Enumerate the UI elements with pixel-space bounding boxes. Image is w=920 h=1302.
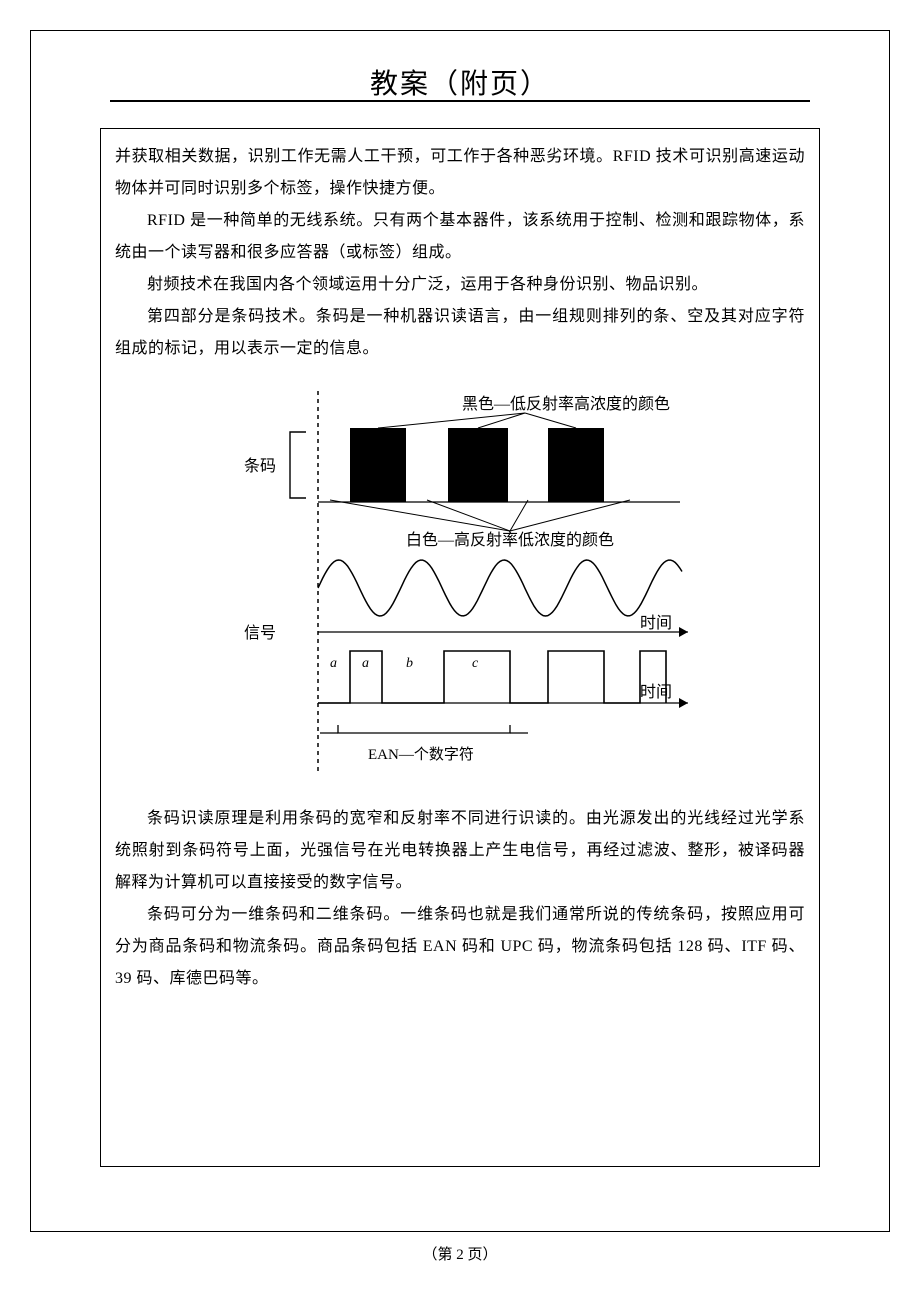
svg-text:b: b bbox=[406, 656, 413, 671]
svg-text:a: a bbox=[362, 656, 369, 671]
page-num-suffix: 页） bbox=[464, 1247, 498, 1263]
paragraph-6: 条码可分为一维条码和二维条码。一维条码也就是我们通常所说的传统条码，按照应用可分… bbox=[115, 899, 805, 995]
paragraph-3: 射频技术在我国内各个领域运用十分广泛，运用于各种身份识别、物品识别。 bbox=[115, 269, 805, 301]
svg-text:黑色—低反射率高浓度的颜色: 黑色—低反射率高浓度的颜色 bbox=[462, 395, 670, 413]
svg-text:时间: 时间 bbox=[640, 614, 672, 632]
svg-text:时间: 时间 bbox=[640, 683, 672, 701]
title-underline bbox=[110, 100, 810, 102]
svg-text:条码: 条码 bbox=[244, 457, 276, 475]
svg-text:c: c bbox=[472, 656, 479, 671]
paragraph-1: 并获取相关数据，识别工作无需人工干预，可工作于各种恶劣环境。RFID 技术可识别… bbox=[115, 141, 805, 205]
page-num-value: 2 bbox=[456, 1247, 464, 1263]
svg-text:EAN—个数字符: EAN—个数字符 bbox=[368, 746, 474, 763]
svg-text:信号: 信号 bbox=[244, 624, 276, 642]
svg-text:a: a bbox=[330, 656, 337, 671]
paragraph-2: RFID 是一种简单的无线系统。只有两个基本器件，该系统用于控制、检测和跟踪物体… bbox=[115, 205, 805, 269]
page-num-prefix: （第 bbox=[422, 1247, 456, 1263]
paragraph-4: 第四部分是条码技术。条码是一种机器识读语言，由一组规则排列的条、空及其对应字符组… bbox=[115, 301, 805, 365]
svg-text:白色—高反射率低浓度的颜色: 白色—高反射率低浓度的颜色 bbox=[406, 531, 614, 549]
page-title: 教案（附页） bbox=[0, 62, 920, 102]
content-box: 并获取相关数据，识别工作无需人工干预，可工作于各种恶劣环境。RFID 技术可识别… bbox=[100, 128, 820, 1167]
paragraph-5: 条码识读原理是利用条码的宽窄和反射率不同进行识读的。由光源发出的光线经过光学系统… bbox=[115, 803, 805, 899]
barcode-diagram: 黑色—低反射率高浓度的颜色条码白色—高反射率低浓度的颜色信号时间时间aabcEA… bbox=[210, 373, 710, 793]
page-number: （第 2 页） bbox=[0, 1243, 920, 1264]
